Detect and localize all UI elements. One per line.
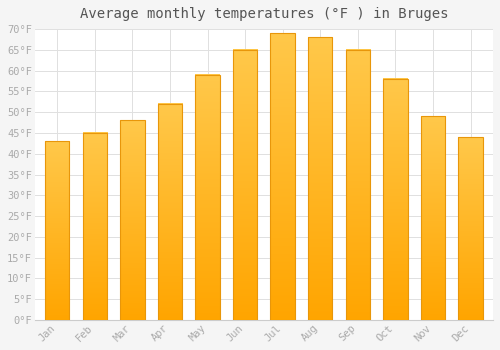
Bar — [158, 104, 182, 320]
Bar — [270, 33, 295, 320]
Bar — [458, 137, 482, 320]
Bar — [383, 79, 407, 320]
Bar — [120, 120, 144, 320]
Bar — [346, 50, 370, 320]
Bar — [82, 133, 107, 320]
Bar — [420, 116, 445, 320]
Bar — [196, 75, 220, 320]
Bar — [45, 141, 70, 320]
Title: Average monthly temperatures (°F ) in Bruges: Average monthly temperatures (°F ) in Br… — [80, 7, 448, 21]
Bar — [233, 50, 258, 320]
Bar — [308, 37, 332, 320]
